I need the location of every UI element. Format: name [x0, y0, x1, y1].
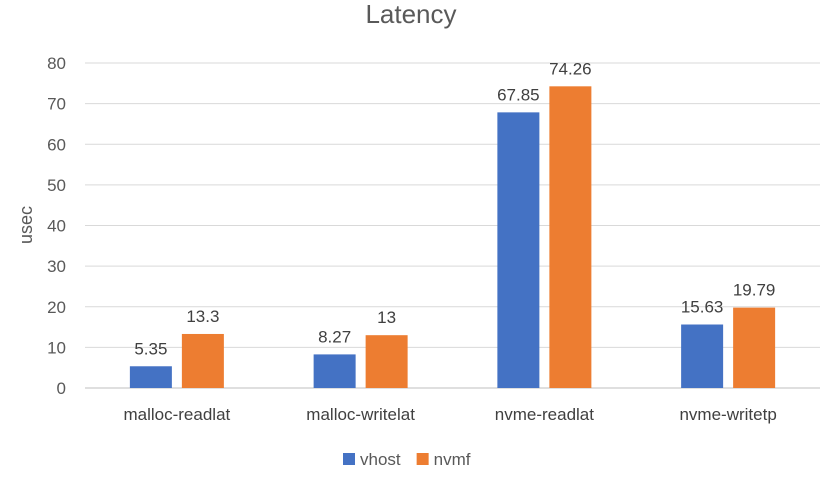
data-label-nvmf-nvme-writetp: 19.79 — [733, 281, 776, 300]
category-labels: malloc-readlat malloc-writelat nvme-readla… — [123, 405, 776, 424]
legend: vhost nvmf — [343, 450, 471, 469]
data-label-vhost-nvme-writetp: 15.63 — [681, 298, 724, 317]
chart-title: Latency — [365, 0, 456, 29]
category-label: malloc-writelat — [306, 405, 415, 424]
bar-nvmf-malloc-writelat — [365, 335, 408, 388]
y-tick-label: 60 — [47, 135, 66, 154]
bar-nvmf-malloc-readlat — [181, 333, 224, 388]
data-label-nvmf-malloc-writelat: 13 — [377, 308, 396, 327]
y-tick-label: 10 — [47, 338, 66, 357]
y-tick-label: 80 — [47, 54, 66, 73]
category-label: malloc-readlat — [123, 405, 230, 424]
data-label-vhost-malloc-readlat: 5.35 — [134, 339, 167, 358]
data-label-vhost-malloc-writelat: 8.27 — [318, 327, 351, 346]
y-tick-label: 0 — [57, 379, 66, 398]
legend-swatch-vhost — [343, 453, 355, 465]
y-tick-label: 20 — [47, 298, 66, 317]
bar-vhost-nvme-writetp — [681, 324, 724, 388]
bar-nvmf-nvme-readlat — [549, 86, 592, 388]
data-label-vhost-nvme-readlat: 67.85 — [497, 85, 540, 104]
y-axis-ticks: 0 10 20 30 40 50 60 70 80 — [47, 54, 66, 398]
legend-label-nvmf: nvmf — [434, 450, 471, 469]
y-tick-label: 30 — [47, 257, 66, 276]
bar-nvmf-nvme-writetp — [733, 307, 776, 388]
y-tick-label: 50 — [47, 176, 66, 195]
y-tick-label: 70 — [47, 95, 66, 114]
bars — [129, 86, 776, 388]
legend-label-vhost: vhost — [360, 450, 401, 469]
bar-vhost-malloc-writelat — [313, 354, 356, 388]
data-label-nvmf-malloc-readlat: 13.3 — [186, 307, 219, 326]
category-label: nvme-writetp — [679, 405, 776, 424]
category-label: nvme-readlat — [495, 405, 594, 424]
legend-swatch-nvmf — [416, 453, 429, 465]
data-labels: 5.35 13.3 8.27 13 67.85 74.26 15.63 19.79 — [134, 59, 775, 358]
data-label-nvmf-nvme-readlat: 74.26 — [549, 59, 592, 78]
y-tick-label: 40 — [47, 217, 66, 236]
y-axis-label: usec — [16, 206, 36, 244]
bar-vhost-nvme-readlat — [497, 112, 540, 388]
bar-vhost-malloc-readlat — [129, 366, 172, 388]
